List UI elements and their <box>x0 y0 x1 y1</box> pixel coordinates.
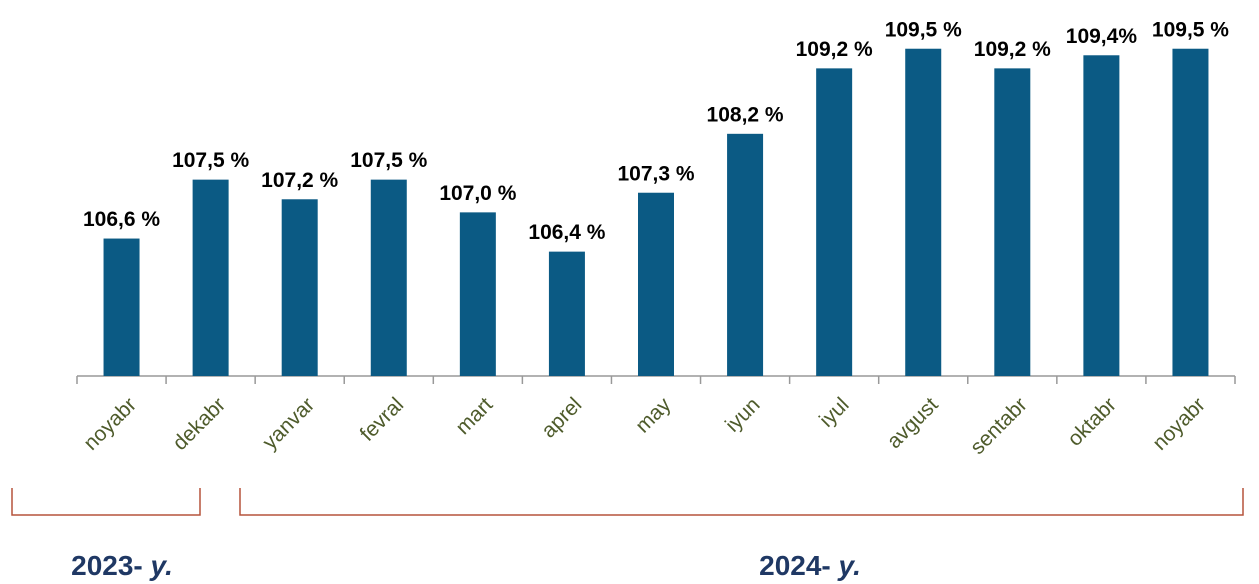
bar <box>548 251 585 376</box>
bar <box>459 212 496 376</box>
value-label: 107,5 % <box>172 149 249 172</box>
value-label: 106,6 % <box>83 208 160 231</box>
x-tick-label: noyabr <box>79 393 141 455</box>
x-tick-label: yanvar <box>258 393 319 454</box>
x-tick-label: sentabr <box>966 393 1032 459</box>
bar <box>905 48 942 377</box>
value-label: 109,2 % <box>796 38 873 61</box>
bar <box>638 192 674 376</box>
x-tick-label: fevral <box>356 393 409 446</box>
bar <box>370 179 407 376</box>
bar <box>1172 48 1209 377</box>
x-tick-label: dekabr <box>168 393 230 455</box>
bar <box>994 68 1031 376</box>
bar <box>1083 55 1120 376</box>
group-bracket <box>11 488 201 516</box>
x-tick-label: noyabr <box>1148 393 1210 455</box>
group-label: 2024- y. <box>759 550 861 581</box>
value-label: 109,5 % <box>1152 18 1229 41</box>
group-unit: y. <box>149 550 173 581</box>
value-label: 106,4 % <box>528 221 605 244</box>
value-label: 109,5 % <box>885 18 962 41</box>
x-tick-label: oktabr <box>1063 393 1121 451</box>
group-bracket <box>239 488 1244 516</box>
group-year: 2023- <box>71 550 143 581</box>
bar <box>816 68 853 376</box>
x-tick-label: iyun <box>721 393 765 437</box>
value-label: 108,2 % <box>707 103 784 126</box>
x-tick-label: may <box>631 393 676 438</box>
group-year: 2024- <box>759 550 831 581</box>
group-label: 2023- y. <box>71 550 173 581</box>
value-label: 107,3 % <box>617 162 694 185</box>
bar <box>281 199 318 376</box>
group-unit: y. <box>837 550 861 581</box>
bar <box>103 238 140 376</box>
value-label: 107,5 % <box>350 149 427 172</box>
x-tick-label: iyul <box>815 393 854 432</box>
value-label: 107,2 % <box>261 169 338 192</box>
bar <box>192 179 229 376</box>
value-label: 109,2 % <box>974 38 1051 61</box>
x-tick-label: aprel <box>537 393 586 442</box>
x-tick-label: mart <box>451 393 497 439</box>
value-label: 109,4% <box>1066 25 1138 48</box>
value-label: 107,0 % <box>439 182 516 205</box>
x-tick-label: avgust <box>883 393 943 453</box>
bar <box>727 133 764 376</box>
